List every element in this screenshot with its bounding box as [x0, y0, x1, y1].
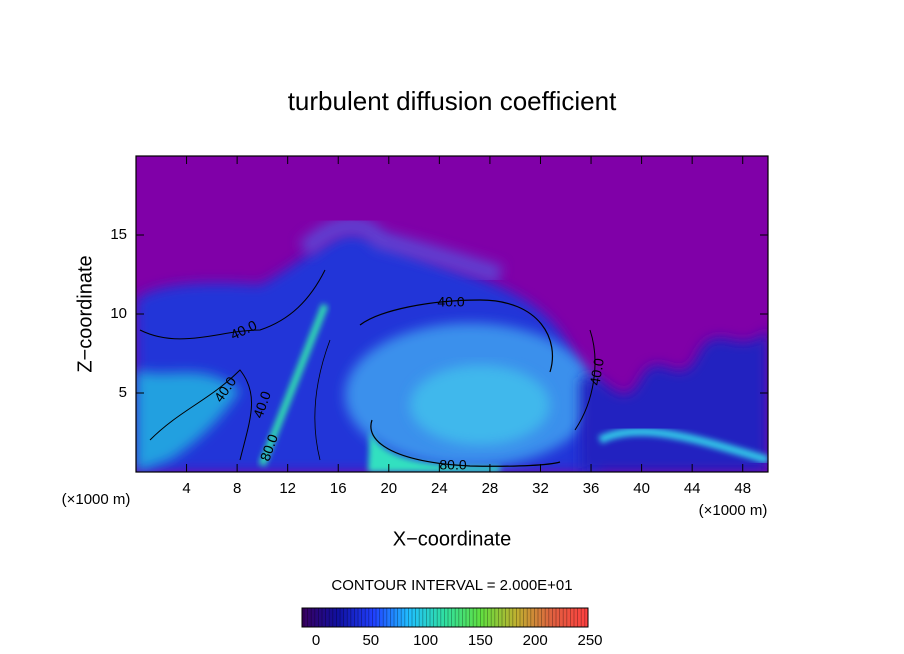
- y-tick-label: 10: [110, 305, 127, 322]
- contour-line: [370, 419, 561, 467]
- x-tick-label: 20: [380, 480, 397, 497]
- colorbar-tick-label: 0: [312, 632, 320, 649]
- x-tick-label: 48: [734, 480, 751, 497]
- contour-label: 40.0: [586, 357, 607, 387]
- x-tick-label: 32: [532, 480, 549, 497]
- contour-line: [139, 269, 326, 340]
- contour-label: 40.0: [437, 294, 464, 310]
- x-tick-label: 40: [633, 480, 650, 497]
- colorbar-tick-label: 50: [362, 632, 379, 649]
- chart-title: turbulent diffusion coefficient: [288, 86, 617, 116]
- colorbar-tick-label: 150: [468, 632, 493, 649]
- x-tick-label: 8: [233, 480, 241, 497]
- colorbar: [302, 608, 588, 627]
- contour-line: [149, 369, 252, 461]
- x-unit-label: (×1000 m): [699, 502, 768, 519]
- field-region: [136, 370, 240, 472]
- x-tick-label: 44: [684, 480, 701, 497]
- field-streak: [258, 303, 329, 467]
- x-axis-label: X−coordinate: [393, 528, 511, 550]
- field: [136, 216, 768, 472]
- field-region: [368, 430, 500, 472]
- field-region: [298, 216, 503, 284]
- field-region: [598, 427, 768, 464]
- x-tick-label: 16: [330, 480, 347, 497]
- x-tick-label: 4: [182, 480, 190, 497]
- x-tick-label: 28: [482, 480, 499, 497]
- contour-line: [314, 339, 331, 461]
- y-axis-label: Z−coordinate: [74, 255, 96, 372]
- contour-interval: CONTOUR INTERVAL = 2.000E+01: [331, 577, 572, 594]
- x-tick-label: 12: [279, 480, 296, 497]
- colorbar-tick-label: 100: [413, 632, 438, 649]
- contour-label: 80.0: [439, 457, 466, 473]
- y-tick-label: 5: [119, 384, 127, 401]
- contour-line: [574, 329, 596, 431]
- field-region: [410, 365, 550, 445]
- contour-line: [359, 299, 554, 373]
- colorbar-frame: [301, 607, 589, 628]
- colorbar-tick-label: 200: [523, 632, 548, 649]
- x-tick-label: 24: [431, 480, 448, 497]
- colorbar-tick-label: 250: [577, 632, 602, 649]
- x-tick-label: 36: [583, 480, 600, 497]
- y-unit-label: (×1000 m): [62, 491, 131, 508]
- y-tick-label: 15: [110, 226, 127, 243]
